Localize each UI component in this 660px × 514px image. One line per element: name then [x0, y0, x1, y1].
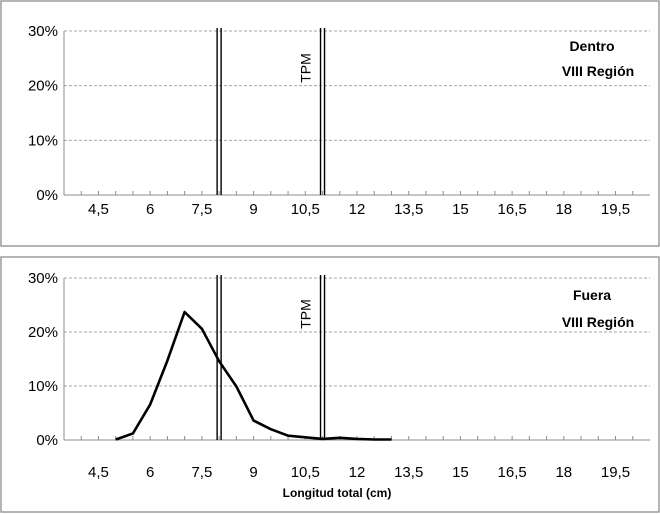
x-tick-label: 18 [555, 201, 572, 218]
x-axis: 4,5 6 7,5 9 10,5 12 13,5 15 16,5 18 19,5 Longitud t… [64, 436, 650, 500]
x-axis: 4,5 6 7,5 9 10,5 12 13,5 15 16,5 18 19,5 [64, 191, 650, 218]
annotation-line: VIII Región [562, 63, 634, 79]
annotation-line: VIII Región [562, 314, 634, 330]
y-tick-label: 10% [28, 378, 58, 395]
y-tick-label: 0% [36, 432, 58, 449]
y-axis: 0% 10% 20% 30% [28, 23, 65, 204]
x-tick-label: 4,5 [88, 464, 109, 481]
tpm-label: TPM [298, 299, 314, 329]
chart-annotations: TPM Dentro VIII Región [298, 38, 635, 83]
gridlines [64, 30, 650, 141]
y-tick-label: 30% [28, 23, 58, 40]
y-tick-label: 30% [28, 270, 58, 287]
reference-lines [216, 28, 326, 195]
data-series [115, 310, 392, 441]
chart-annotations: TPM Fuera VIII Región [298, 287, 635, 330]
x-tick-label: 13,5 [394, 464, 423, 481]
x-tick-label: 7,5 [191, 464, 212, 481]
x-tick-label: 10,5 [291, 464, 320, 481]
x-tick-label: 9 [249, 464, 257, 481]
x-tick-label: 19,5 [601, 464, 630, 481]
x-tick-label: 18 [555, 464, 572, 481]
gridlines [64, 277, 650, 387]
x-tick-label: 12 [349, 201, 366, 218]
y-tick-label: 20% [28, 78, 58, 95]
x-tick-label: 15 [452, 464, 469, 481]
reference-lines [216, 275, 326, 440]
x-tick-label: 15 [452, 201, 469, 218]
x-tick-label: 19,5 [601, 201, 630, 218]
panel-frame [0, 256, 660, 513]
x-tick-label: 16,5 [498, 464, 527, 481]
x-tick-label: 16,5 [498, 201, 527, 218]
x-tick-label: 12 [349, 464, 366, 481]
x-tick-label: 7,5 [191, 201, 212, 218]
x-tick-label: 13,5 [394, 201, 423, 218]
y-tick-label: 10% [28, 132, 58, 149]
chart-panel-fuera: 4,5 6 7,5 9 10,5 12 13,5 15 16,5 18 19,5 Longitud t… [0, 256, 660, 513]
x-axis-title: Longitud total (cm) [283, 486, 392, 500]
y-tick-label: 20% [28, 324, 58, 341]
x-tick-label: 6 [146, 201, 154, 218]
tpm-label: TPM [298, 53, 314, 83]
annotation-line: Fuera [573, 287, 611, 303]
y-tick-label: 0% [36, 187, 58, 204]
annotation-line: Dentro [569, 38, 614, 54]
x-tick-label: 4,5 [88, 201, 109, 218]
panel-frame [0, 0, 660, 247]
x-tick-label: 9 [249, 201, 257, 218]
y-axis: 0% 10% 20% 30% [28, 270, 65, 449]
chart-panel-dentro: 4,5 6 7,5 9 10,5 12 13,5 15 16,5 18 19,5 0% 10% 20% 3… [0, 0, 660, 247]
x-tick-label: 10,5 [291, 201, 320, 218]
x-tick-label: 6 [146, 464, 154, 481]
